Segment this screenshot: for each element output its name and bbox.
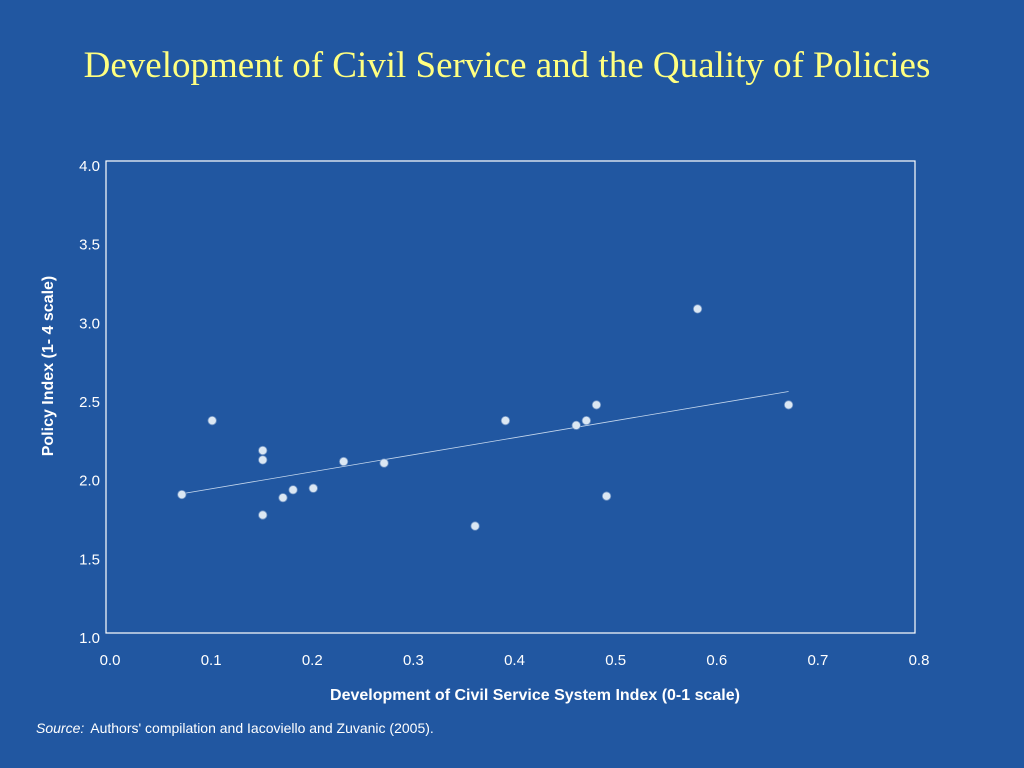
data-point — [601, 491, 612, 501]
y-tick-label: 1.5 — [79, 551, 100, 568]
data-point — [783, 400, 794, 410]
y-tick-label: 2.5 — [79, 394, 100, 411]
y-tick-label: 3.0 — [79, 315, 100, 332]
data-point — [258, 455, 268, 465]
data-point — [207, 415, 217, 426]
x-tick-label: 0.6 — [706, 652, 727, 669]
trendline — [181, 391, 789, 495]
data-point — [288, 485, 298, 495]
y-tick-label: 3.5 — [79, 237, 100, 254]
data-point — [339, 456, 349, 467]
x-tick-label: 0.8 — [909, 652, 930, 669]
y-tick-label: 1.0 — [79, 630, 100, 647]
data-points — [177, 304, 794, 531]
slide-title: Development of Civil Service and the Qua… — [83, 45, 931, 86]
x-axis-ticks: 0.0 0.1 0.2 0.3 0.4 0.5 0.6 0.7 0.8 — [100, 652, 930, 669]
source-label: Source: — [36, 720, 85, 736]
data-point — [692, 304, 703, 314]
data-point — [571, 420, 581, 430]
x-tick-label: 0.4 — [504, 652, 525, 669]
data-point — [258, 445, 268, 456]
data-point — [379, 458, 389, 468]
data-point — [581, 415, 591, 426]
data-point — [177, 489, 187, 500]
x-axis-title: Development of Civil Service System Inde… — [330, 687, 740, 704]
x-tick-label: 0.1 — [201, 652, 222, 669]
source-note: Source: Authors' compilation and Iacoviel… — [36, 720, 434, 736]
data-point — [500, 415, 511, 426]
source-text: Authors' compilation and Iacoviello and … — [90, 720, 434, 736]
data-point — [308, 483, 318, 493]
x-tick-label: 0.3 — [403, 652, 424, 669]
y-axis-title: Policy Index (1- 4 scale) — [40, 276, 57, 457]
y-tick-label: 2.0 — [79, 473, 100, 490]
data-point — [278, 493, 288, 503]
data-point — [258, 510, 268, 520]
x-tick-label: 0.2 — [302, 652, 323, 669]
plot-area-frame — [105, 160, 916, 634]
y-tick-label: 4.0 — [79, 158, 100, 175]
x-tick-label: 0.5 — [605, 652, 626, 669]
x-tick-label: 0.0 — [100, 652, 121, 669]
data-point — [591, 400, 602, 410]
data-point — [470, 521, 480, 531]
y-axis-ticks: 1.0 1.5 2.0 2.5 3.0 3.5 4.0 — [79, 158, 100, 647]
x-tick-label: 0.7 — [807, 652, 828, 669]
